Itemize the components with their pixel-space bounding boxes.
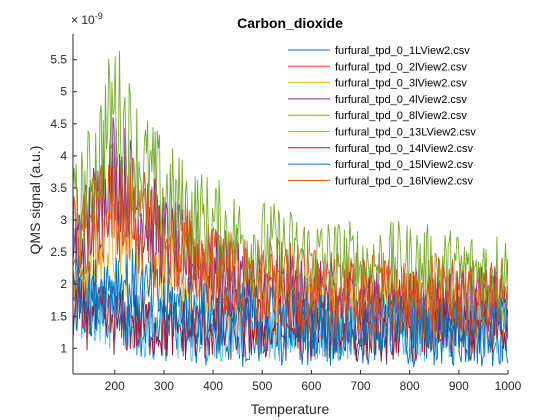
series-layer xyxy=(73,50,508,368)
legend-label: furfural_tpd_0_1LView2.csv xyxy=(335,45,470,57)
x-tick-label: 200 xyxy=(105,379,125,393)
x-axis-title: Temperature xyxy=(251,401,330,417)
x-tick-label: 400 xyxy=(203,379,223,393)
y-tick-label: 3 xyxy=(60,213,67,227)
y-tick-label: 1 xyxy=(60,341,67,355)
legend-label: furfural_tpd_0_16lView2.csv xyxy=(335,175,473,187)
y-tick-label: 2 xyxy=(60,277,67,291)
x-tick-label: 300 xyxy=(154,379,174,393)
y-tick-label: 4 xyxy=(60,149,67,163)
x-tick-label: 700 xyxy=(351,379,371,393)
axes-layer xyxy=(72,34,508,375)
x-tick-label: 900 xyxy=(449,379,469,393)
ticks-layer: 200 300 400 500 600 700 800 900 1000 1 1.5 2 2.5 3 3.5… xyxy=(50,53,521,393)
y-exponent-power: -9 xyxy=(95,11,103,21)
x-tick-label: 600 xyxy=(301,379,321,393)
x-tick-label: 800 xyxy=(400,379,420,393)
legend-label: furfural_tpd_0_4lView2.csv xyxy=(335,94,467,106)
legend-label: furfural_tpd_0_2lView2.csv xyxy=(335,61,467,73)
series-line-8 xyxy=(73,248,508,357)
x-tick-label: 500 xyxy=(252,379,272,393)
legend: furfural_tpd_0_1LView2.csv furfural_tpd_0… xyxy=(284,40,494,191)
series-line-5 xyxy=(73,50,508,314)
y-tick-label: 2.5 xyxy=(50,245,67,259)
legend-label: furfural_tpd_0_13LView2.csv xyxy=(335,127,476,139)
series-line-9 xyxy=(73,164,508,339)
y-tick-label: 5 xyxy=(60,85,67,99)
y-axis-title: QMS signal (a.u.) xyxy=(27,146,43,255)
series-line-6 xyxy=(73,270,508,363)
legend-label: furfural_tpd_0_3lView2.csv xyxy=(335,78,467,90)
x-tick-label: 1000 xyxy=(495,379,522,393)
y-exponent-label: × 10-9 xyxy=(71,11,103,27)
y-tick-label: 5.5 xyxy=(50,53,67,67)
legend-label: furfural_tpd_0_15lView2.csv xyxy=(335,159,473,171)
legend-label: furfural_tpd_0_14lView2.csv xyxy=(335,143,473,155)
y-exponent-base: × 10 xyxy=(71,13,95,27)
chart-title: Carbon_dioxide xyxy=(237,15,343,31)
y-tick-label: 1.5 xyxy=(50,309,67,323)
legend-label: furfural_tpd_0_8lView2.csv xyxy=(335,110,467,122)
y-tick-label: 4.5 xyxy=(50,117,67,131)
y-tick-label: 3.5 xyxy=(50,181,67,195)
